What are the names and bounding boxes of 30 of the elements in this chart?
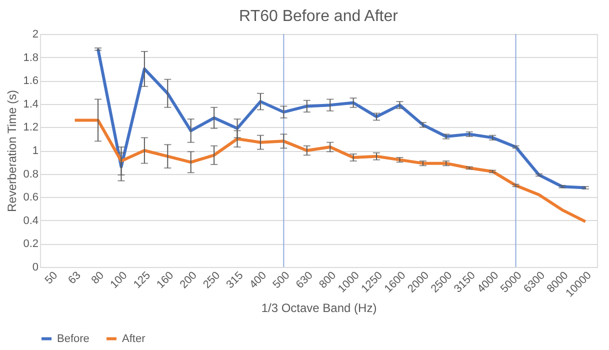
y-tick-label: 1.4 <box>23 98 38 110</box>
x-tick-label: 100 <box>108 270 130 291</box>
y-tick-label: 1.6 <box>23 75 38 88</box>
y-tick-label: 0.4 <box>23 214 38 227</box>
chart-title: RT60 Before and After <box>239 8 399 25</box>
y-tick-label: 1.2 <box>23 122 38 134</box>
y-tick-label: 1.8 <box>23 52 38 64</box>
x-tick-label: 250 <box>201 270 223 291</box>
y-tick-label: 2 <box>32 28 38 40</box>
x-tick-label: 200 <box>178 270 200 291</box>
x-tick-label: 160 <box>154 270 176 291</box>
x-tick-label: 315 <box>224 270 246 291</box>
y-tick-label: 0.2 <box>23 238 38 250</box>
y-tick-label: 1 <box>32 145 38 157</box>
legend-label: Before <box>57 332 90 345</box>
legend-label: After <box>122 332 146 345</box>
x-tick-label: 500 <box>270 270 292 291</box>
x-tick-label: 80 <box>89 270 107 287</box>
x-tick-label: 125 <box>131 270 153 291</box>
x-tick-label: 63 <box>66 270 84 287</box>
x-tick-label: 400 <box>247 270 269 291</box>
y-tick-label: 0.8 <box>23 168 38 180</box>
y-tick-label: 0 <box>32 262 38 274</box>
x-tick-label: 50 <box>42 270 60 287</box>
y-axis-title: Reverberation Time (s) <box>5 90 20 212</box>
line-series <box>73 118 587 224</box>
x-tick-label: 630 <box>294 270 316 291</box>
x-tick-label: 800 <box>317 270 339 291</box>
y-tick-label: 0.6 <box>23 192 38 204</box>
x-axis-title: 1/3 Octave Band (Hz) <box>261 300 377 315</box>
